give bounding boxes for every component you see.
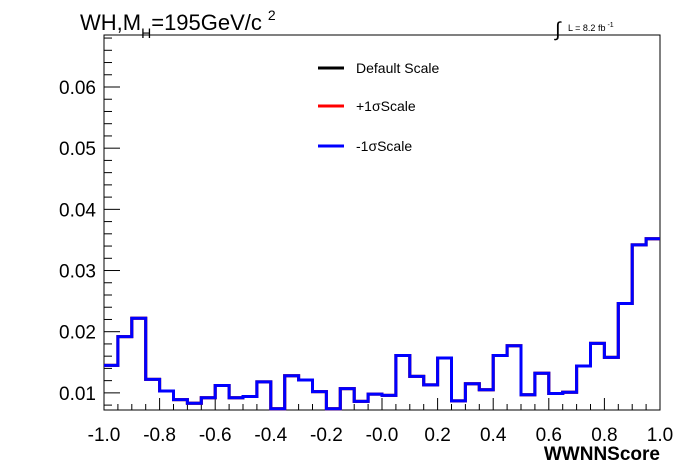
x-tick-label: 0.8 bbox=[591, 425, 617, 446]
title-rest: =195GeV/c bbox=[151, 10, 262, 35]
luminosity-label: L = 8.2 fb -1 bbox=[568, 22, 614, 33]
y-tick-label: 0.05 bbox=[59, 139, 96, 160]
x-tick-label: -0.4 bbox=[254, 425, 287, 446]
chart-title: WH,MH=195GeV/c 2 bbox=[80, 7, 276, 41]
y-ticks: 0.01 0.02 0.03 0.04 0.05 0.06 bbox=[59, 37, 120, 406]
title-superscript: 2 bbox=[268, 7, 276, 23]
x-tick-label: 1.0 bbox=[647, 425, 673, 446]
x-tick-label: -1.0 bbox=[88, 425, 121, 446]
luminosity-integral: ∫ bbox=[554, 19, 562, 41]
series-3 bbox=[104, 237, 660, 411]
series-line bbox=[104, 237, 660, 411]
y-tick-label: 0.06 bbox=[59, 78, 96, 99]
luminosity-text: L = 8.2 fb bbox=[568, 23, 605, 33]
title-subscript: H bbox=[141, 25, 151, 41]
x-tick-label: 0.6 bbox=[536, 425, 562, 446]
luminosity-superscript: -1 bbox=[607, 22, 613, 29]
y-tick-label: 0.03 bbox=[59, 262, 96, 283]
x-ticks: -1.0 -0.8 -0.6 -0.4 -0.2 -0.0 0.2 0.4 0.6 0.8 1.0 bbox=[88, 398, 673, 446]
legend-label: -1σScale bbox=[356, 138, 412, 154]
x-tick-label: -0.0 bbox=[366, 425, 399, 446]
x-tick-label: -0.8 bbox=[143, 425, 176, 446]
legend-label: Default Scale bbox=[356, 60, 439, 76]
y-tick-label: 0.04 bbox=[59, 200, 96, 221]
x-tick-label: 0.4 bbox=[480, 425, 507, 446]
x-tick-label: 0.2 bbox=[424, 425, 450, 446]
title-main: WH,M bbox=[80, 10, 141, 35]
x-tick-label: -0.2 bbox=[310, 425, 343, 446]
y-tick-label: 0.02 bbox=[59, 323, 96, 344]
x-tick-label: -0.6 bbox=[199, 425, 232, 446]
legend: Default Scale +1σScale -1σScale bbox=[318, 60, 439, 154]
series-group bbox=[104, 237, 660, 411]
x-axis-label: WWNNScore bbox=[544, 444, 660, 465]
legend-label: +1σScale bbox=[356, 98, 416, 114]
plot-frame bbox=[103, 34, 661, 411]
y-tick-label: 0.01 bbox=[59, 384, 96, 405]
